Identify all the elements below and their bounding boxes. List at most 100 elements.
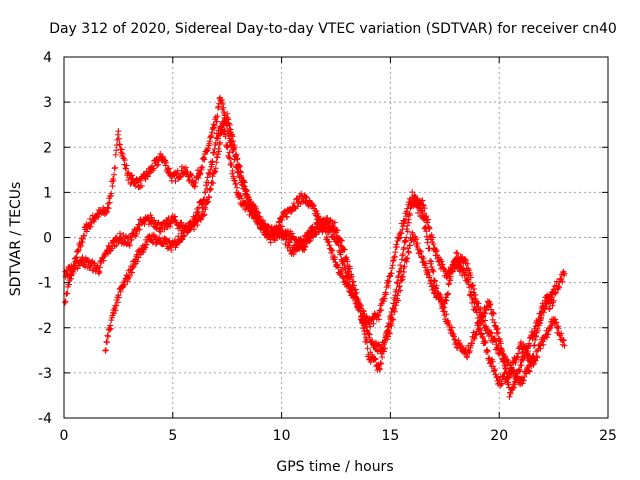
data-point-plus <box>380 348 387 355</box>
data-point-plus <box>538 315 545 322</box>
data-point-plus <box>222 133 229 140</box>
data-point-plus <box>367 359 374 366</box>
data-point-plus <box>479 333 486 340</box>
data-point-plus <box>445 290 452 297</box>
data-point-plus <box>427 257 434 264</box>
data-point-plus <box>104 204 111 211</box>
data-point-plus <box>395 297 401 304</box>
data-point-plus <box>385 323 392 330</box>
data-point-plus <box>398 256 405 263</box>
data-point-plus <box>136 226 143 233</box>
data-point-plus <box>383 332 389 339</box>
data-point-plus <box>138 182 145 189</box>
data-point-plus <box>364 338 370 345</box>
data-point-plus <box>117 230 123 237</box>
data-point-plus <box>204 185 211 192</box>
data-point-plus <box>410 203 417 210</box>
data-point-plus <box>148 235 154 242</box>
data-point-plus <box>279 223 286 230</box>
data-point-plus <box>433 247 440 254</box>
data-point-plus <box>478 317 485 324</box>
data-point-plus <box>209 158 216 165</box>
data-point-plus <box>375 312 382 319</box>
data-point-plus <box>553 278 560 285</box>
data-point-plus <box>560 337 567 344</box>
data-point-plus <box>426 245 433 252</box>
data-point-plus <box>490 310 497 317</box>
data-point-plus <box>390 305 397 312</box>
data-point-plus <box>301 246 308 253</box>
data-point-plus <box>467 274 474 281</box>
data-point-plus <box>231 177 238 184</box>
data-point-plus <box>469 340 475 347</box>
data-point-plus <box>325 238 332 245</box>
data-point-plus <box>399 223 406 230</box>
data-point-plus <box>559 278 566 285</box>
data-point-plus <box>383 291 389 298</box>
data-point-plus <box>412 198 419 205</box>
data-point-plus <box>495 329 502 336</box>
data-point-plus <box>525 348 531 355</box>
data-point-plus <box>121 235 128 242</box>
data-point-plus <box>347 265 354 272</box>
data-point-plus <box>487 301 494 307</box>
data-point-plus <box>448 324 455 331</box>
data-point-plus <box>214 154 221 161</box>
data-point-plus <box>216 148 222 155</box>
data-point-plus <box>546 306 553 312</box>
data-point-plus <box>201 211 208 218</box>
data-point-plus <box>232 180 239 187</box>
data-point-plus <box>430 277 437 284</box>
data-point-plus <box>228 162 235 169</box>
data-point-plus <box>182 164 189 171</box>
data-point-plus <box>284 214 290 220</box>
x-tick-label: 10 <box>273 428 291 444</box>
chart-title: Day 312 of 2020, Sidereal Day-to-day VTE… <box>49 21 617 37</box>
data-point-plus <box>201 156 208 163</box>
data-point-plus <box>213 118 220 125</box>
data-point-plus <box>282 210 289 217</box>
data-point-plus <box>543 303 550 310</box>
data-point-plus <box>241 179 248 186</box>
data-point-plus <box>156 228 163 235</box>
data-point-plus <box>187 226 194 233</box>
data-point-plus <box>423 228 430 235</box>
data-point-plus <box>401 244 407 251</box>
data-point-plus <box>561 270 568 277</box>
data-point-plus <box>237 192 244 199</box>
data-point-plus <box>282 241 289 247</box>
data-point-plus <box>515 350 522 357</box>
data-point-plus <box>549 294 555 301</box>
data-point-plus <box>81 232 88 239</box>
data-point-plus <box>188 172 195 179</box>
x-tick-label: 0 <box>60 428 69 444</box>
data-point-plus <box>382 345 388 352</box>
data-point-plus <box>399 251 406 257</box>
data-point-plus <box>115 294 122 301</box>
data-point-plus <box>467 288 474 295</box>
data-point-plus <box>397 287 404 294</box>
data-point-plus <box>398 230 405 237</box>
data-point-plus <box>393 279 400 286</box>
data-point-plus <box>195 204 202 211</box>
data-point-plus <box>211 149 218 156</box>
data-point-plus <box>526 368 533 375</box>
data-point-plus <box>175 233 182 240</box>
data-point-plus <box>384 277 391 284</box>
data-point-plus <box>405 219 412 226</box>
data-point-plus <box>369 338 376 345</box>
data-point-plus <box>108 190 115 197</box>
data-point-plus <box>215 151 221 158</box>
data-point-plus <box>294 203 301 210</box>
data-point-plus <box>201 196 208 203</box>
data-point-plus <box>389 311 395 318</box>
x-tick-label: 5 <box>168 428 177 444</box>
data-point-plus <box>450 268 456 275</box>
data-point-plus <box>417 248 424 255</box>
data-point-plus <box>397 268 404 275</box>
data-point-plus <box>105 333 112 340</box>
data-point-plus <box>482 339 489 346</box>
data-point-plus <box>428 258 435 265</box>
data-point-plus <box>421 216 428 223</box>
data-point-plus <box>478 318 485 325</box>
